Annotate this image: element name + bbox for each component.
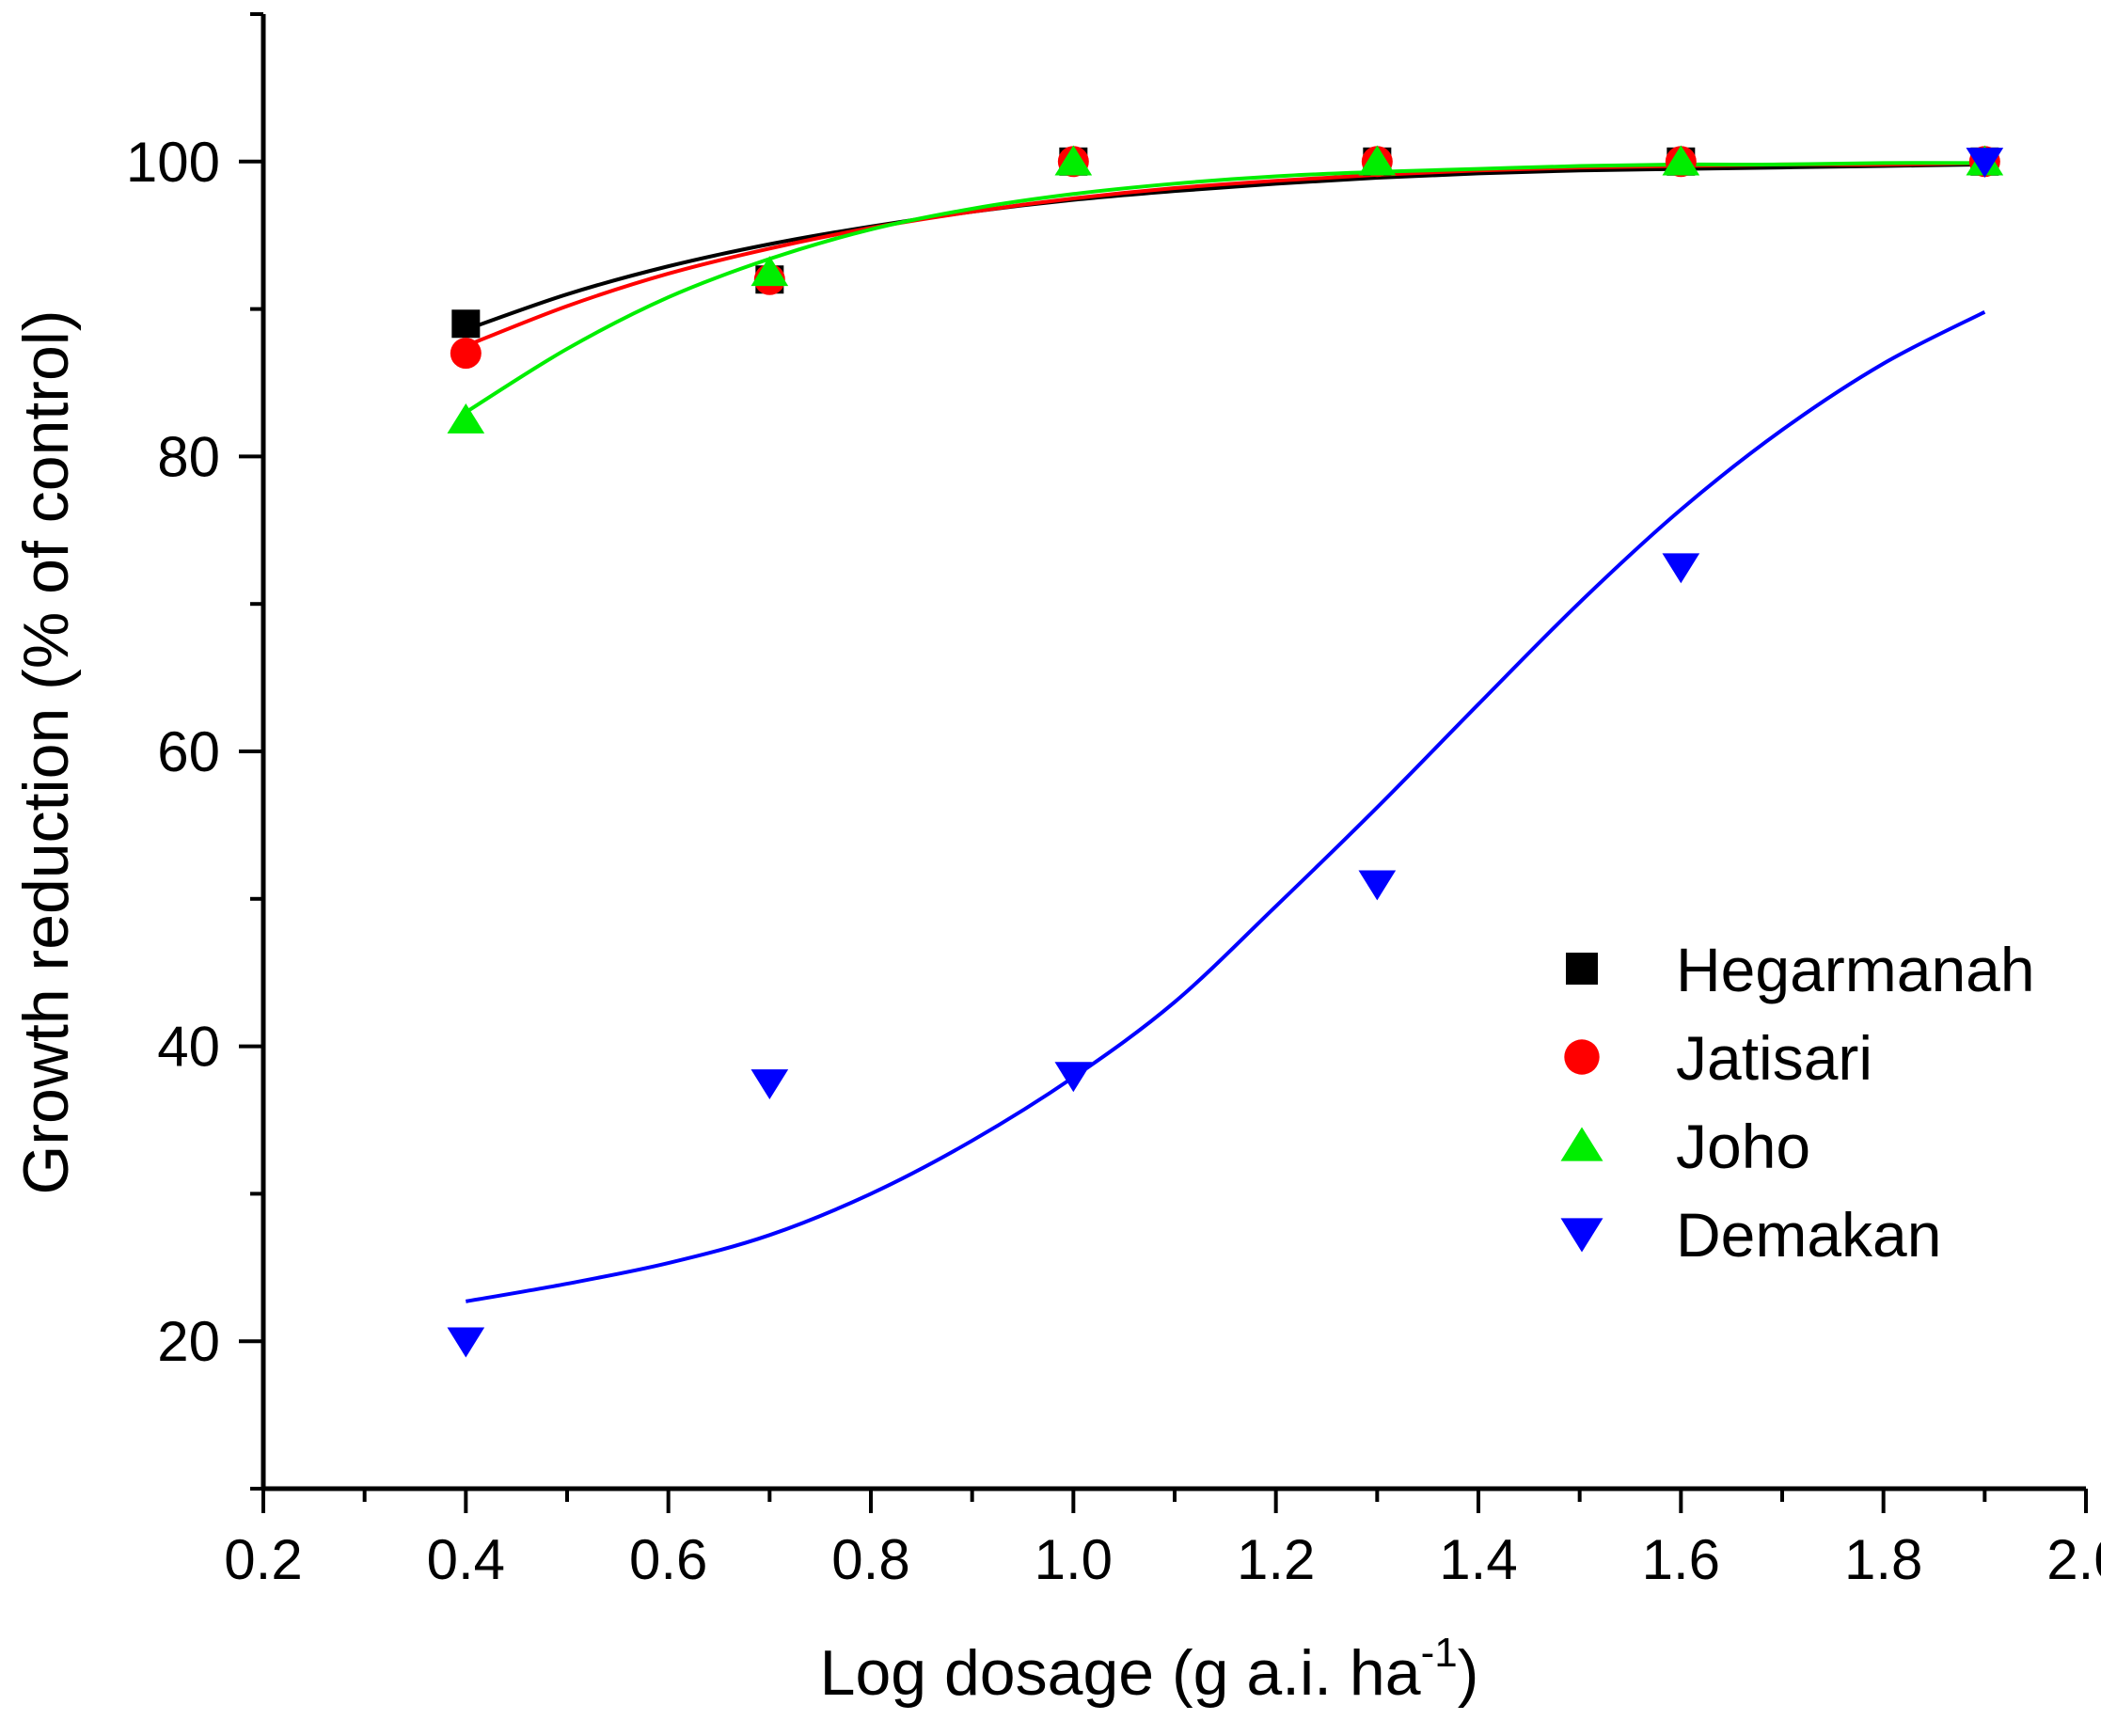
legend-jatisari-label: Jatisari — [1676, 1023, 1872, 1093]
data-points — [447, 145, 2004, 1358]
y-axis-title: Growth reduction (% of control) — [10, 309, 82, 1194]
ticks: 0.2 0.4 0.6 0.8 1.0 1.2 1.4 1.6 1.8 2.0 20 40 60 80 10… — [126, 12, 2101, 1591]
joho-fit-line — [465, 161, 1985, 415]
demakan-point — [1662, 553, 1700, 584]
hegarmanah-fit-line — [465, 162, 1985, 332]
joho-point — [447, 402, 485, 434]
joho-point — [1054, 145, 1093, 176]
x-tick-label: 0.8 — [831, 1528, 909, 1591]
x-tick-label: 0.2 — [224, 1528, 302, 1591]
demakan-point — [1358, 870, 1397, 901]
joho-point — [1662, 145, 1700, 176]
x-axis-title-suffix: ) — [1458, 1637, 1479, 1709]
x-tick-label: 1.8 — [1844, 1528, 1922, 1591]
y-tick-label: 100 — [126, 131, 220, 194]
y-tick-label: 80 — [157, 425, 220, 488]
jatisari-point — [450, 338, 482, 370]
legend: Hegarmanah Jatisari Joho Demakan — [1560, 935, 2035, 1270]
legend-joho-label: Joho — [1676, 1112, 1810, 1181]
x-tick-label: 1.6 — [1642, 1528, 1720, 1591]
demakan-point — [1966, 148, 2004, 179]
legend-hegarmanah-label: Hegarmanah — [1676, 935, 2035, 1004]
y-tick-label: 20 — [157, 1310, 220, 1373]
x-tick-label: 1.4 — [1439, 1528, 1517, 1591]
legend-demakan-label: Demakan — [1676, 1200, 1941, 1270]
demakan-point — [447, 1327, 485, 1358]
legend-joho-marker — [1560, 1127, 1603, 1161]
x-axis-title-main: Log dosage (g a.i. ha — [820, 1637, 1421, 1709]
hegarmanah-point — [451, 309, 481, 339]
demakan-point — [750, 1069, 789, 1100]
legend-demakan-marker — [1560, 1218, 1603, 1253]
jatisari-fit-line — [465, 161, 1985, 348]
legend-hegarmanah-marker — [1566, 953, 1598, 985]
joho-point — [750, 256, 789, 287]
x-tick-label: 2.0 — [2046, 1528, 2101, 1591]
y-tick-label: 40 — [157, 1016, 220, 1079]
x-axis-title: Log dosage (g a.i. ha-1) — [820, 1630, 1479, 1709]
joho-point — [1358, 145, 1397, 176]
x-axis-title-superscript: -1 — [1421, 1630, 1458, 1676]
x-tick-label: 0.4 — [427, 1528, 505, 1591]
fit-curves — [465, 161, 1986, 1303]
x-tick-label: 1.0 — [1035, 1528, 1113, 1591]
demakan-point — [1054, 1062, 1093, 1093]
x-tick-label: 0.6 — [629, 1528, 707, 1591]
legend-jatisari-marker — [1564, 1039, 1600, 1075]
demakan-fit-line — [465, 309, 1986, 1303]
y-tick-label: 60 — [157, 720, 220, 783]
x-tick-label: 1.2 — [1237, 1528, 1315, 1591]
